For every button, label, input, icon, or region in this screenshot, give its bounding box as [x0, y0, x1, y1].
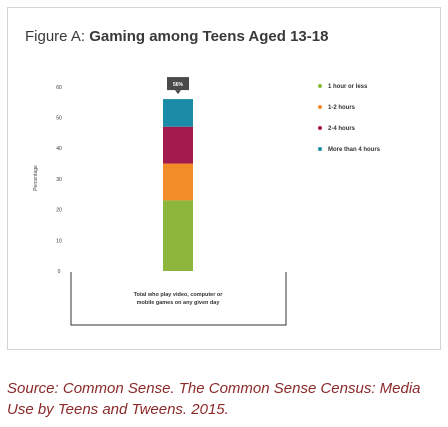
category-box: Total who play video, computer or mobile … — [70, 272, 287, 326]
figure-main-title: Gaming among Teens Aged 13-18 — [89, 28, 329, 45]
legend-label-4: More than 4 hours — [328, 147, 381, 153]
source-citation: Source: Common Sense. The Common Sense C… — [7, 380, 421, 418]
legend-swatch-1 — [318, 84, 322, 88]
total-callout: 56% — [167, 77, 189, 95]
total-callout-box — [167, 77, 189, 91]
category-label: Total who play video, computer or mobile … — [134, 292, 224, 306]
y-tick-label-20: 20 — [56, 208, 62, 214]
bar-segment-4 — [163, 99, 193, 127]
y-tick-label-0: 0 — [58, 269, 61, 275]
y-tick-label-50: 50 — [56, 116, 62, 122]
legend-swatch-2 — [318, 105, 322, 109]
legend-swatch-3 — [318, 126, 322, 130]
legend-label-2: 1-2 hours — [328, 105, 356, 111]
bar-stack — [163, 99, 193, 271]
figure-prefix: Figure A: — [25, 28, 86, 45]
y-tick-label-40: 40 — [56, 146, 62, 152]
total-callout-pointer — [175, 90, 181, 95]
legend: 1 hour or less 1-2 hours 2-4 hours More tha… — [318, 84, 381, 153]
y-tick-label-10: 10 — [56, 238, 62, 244]
figure-panel — [7, 7, 441, 350]
y-axis-label: Percentage — [33, 165, 39, 191]
legend-label-1: 1 hour or less — [328, 84, 368, 90]
total-value-label: 56% — [173, 82, 184, 88]
y-tick-label-60: 60 — [56, 85, 62, 91]
bar-segment-2 — [163, 163, 193, 201]
bar-segment-3 — [163, 126, 193, 164]
y-axis: 0 10 20 30 40 50 60 — [56, 85, 62, 275]
stacked-bar-chart: 0 10 20 30 40 50 60 Percentage 56% Total who p… — [33, 77, 381, 326]
legend-swatch-4 — [318, 147, 322, 151]
bar-segment-1 — [163, 200, 193, 271]
y-tick-label-30: 30 — [56, 177, 62, 183]
category-box-border — [70, 272, 287, 326]
figure-title: Figure A: Gaming among Teens Aged 13-18 — [25, 28, 328, 45]
legend-label-3: 2-4 hours — [328, 126, 356, 132]
